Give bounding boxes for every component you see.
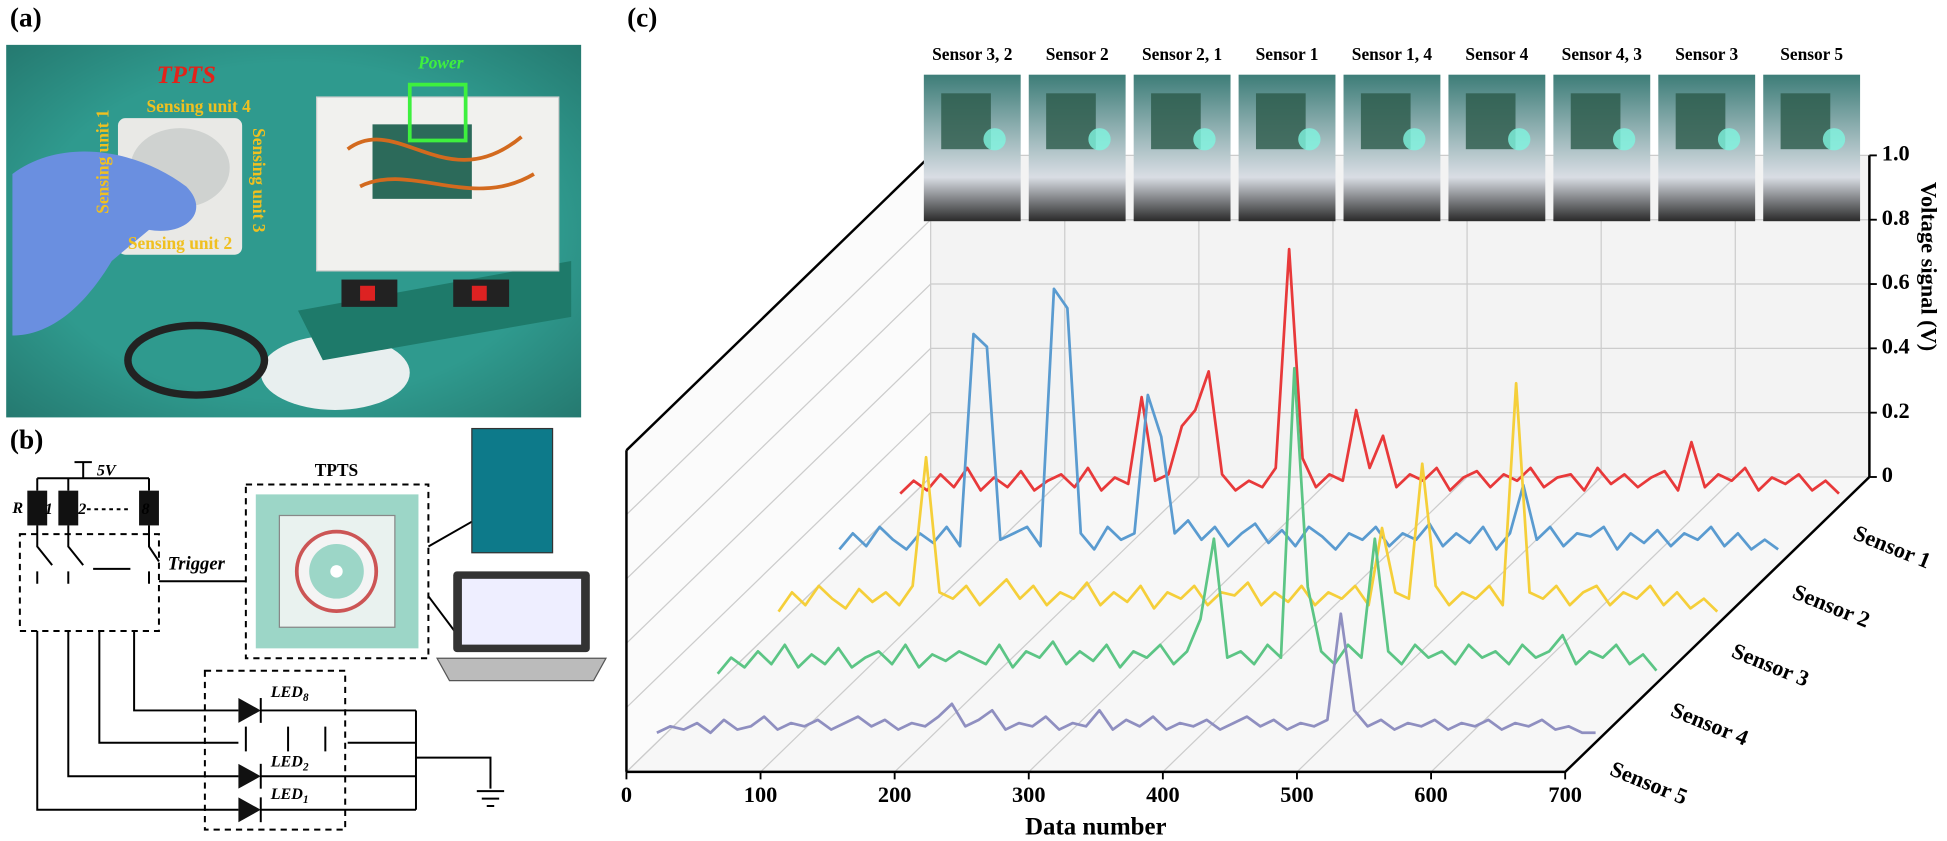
y-tick-label: 0 [1882,462,1893,487]
photo-glow [1612,128,1636,151]
grid-line [1028,476,1334,773]
photo-label: Sensor 4 [1465,45,1528,64]
photo-glow [1508,128,1531,151]
x-tick-label: 600 [1414,782,1448,807]
series-line [838,287,1779,551]
grid-line [626,219,932,516]
y-tick-label: 1.0 [1882,141,1910,166]
photo-label: Sensing unit 3 [249,128,268,233]
photo-label: Sensor 5 [1780,45,1843,64]
led-sub: 8 [303,692,309,704]
x-tick-label: 400 [1146,782,1180,807]
photo-glow [1403,128,1426,151]
photo-board [1360,93,1411,150]
series-label: Sensor 4 [1668,697,1752,750]
photo-glow [1088,128,1111,151]
y-axis-title: Voltage signal (V) [1916,182,1941,351]
photo [6,44,582,418]
photo-glow [1298,128,1321,151]
series-label: Sensor 2 [1789,579,1873,632]
grid-line [626,283,932,580]
axis-line [1564,476,1871,773]
y-tick-label: 0.6 [1882,269,1910,294]
photo-label: Sensor 1, 4 [1352,45,1433,64]
circuit-label: Trigger [168,553,226,574]
photo-board [1151,93,1201,150]
x-tick-label: 0 [621,782,632,807]
photo-label: Sensor 2, 1 [1142,45,1222,64]
photo-label: TPTS [157,62,216,89]
series-label: Sensor 5 [1607,756,1691,809]
y-tick-label: 0.4 [1882,333,1910,358]
led-text: LED [270,684,304,701]
photo-board [941,93,991,150]
photo-label: Sensing unit 2 [128,234,232,253]
y-tick-label: 0.8 [1882,205,1910,230]
photo-glow [983,128,1006,151]
photo-label: Power [417,54,464,73]
grid-line [894,476,1200,773]
photo-board [1570,93,1621,150]
photo-glow [1193,128,1216,151]
photo-glow [1717,128,1741,151]
photo-label: Sensor 1 [1256,45,1319,64]
waterfall-chart: 0 0.2 0.4 0.6 0.8 1.0 0 100 200 300 400 500 600 700 Se… [621,45,1942,841]
circuit-label: 1 [45,501,53,518]
x-tick-label: 700 [1548,782,1582,807]
series-line [899,247,1840,495]
circuit-label: 5V [97,463,117,480]
circuit [18,427,608,831]
circuit-label: R [11,500,23,517]
x-tick-label: 200 [878,782,912,807]
panel-label: (c) [627,2,657,32]
circuit-label: TPTS [315,461,358,480]
photo-board [1465,93,1516,150]
x-axis-title: Data number [1025,814,1166,841]
left-wall [626,155,931,772]
photo-label: Sensor 3, 2 [932,45,1012,64]
photo-board [1675,93,1726,150]
grid-line [626,347,932,644]
led-text: LED [270,753,304,770]
y-tick-label: 0.2 [1882,398,1910,423]
series-line [656,612,1596,735]
circuit-label: 2 [77,501,86,518]
series-line [777,381,1719,613]
grid-line [626,412,932,709]
x-tick-label: 100 [744,782,778,807]
photo-label: Sensor 3 [1675,45,1738,64]
floor [626,476,1870,772]
photo-label: Sensing unit 1 [93,109,112,213]
photo-label: Sensing unit 4 [147,97,252,116]
photo-label: Sensor 4, 3 [1562,45,1643,64]
led-sub: 2 [302,761,309,773]
led-label: LED1 [270,786,309,806]
series-line [716,366,1658,675]
led-sub: 1 [303,793,309,805]
series-label: Sensor 3 [1728,638,1812,691]
photo-board [1780,93,1831,150]
photo-glow [1822,128,1846,151]
x-tick-label: 300 [1012,782,1046,807]
x-tick-label: 500 [1280,782,1314,807]
photo-board [1255,93,1306,150]
photo-board [1046,93,1096,150]
series-label: Sensor 1 [1850,520,1934,573]
circuit-label: 8 [142,501,150,518]
back-wall [930,155,1870,477]
axis-line [625,154,932,452]
led-label: LED8 [270,684,309,704]
panel-label: (b) [10,424,43,454]
panel-label: (a) [10,2,42,32]
photo-label: Sensor 2 [1046,45,1109,64]
led-label: LED2 [270,753,309,773]
led-text: LED [270,786,304,803]
